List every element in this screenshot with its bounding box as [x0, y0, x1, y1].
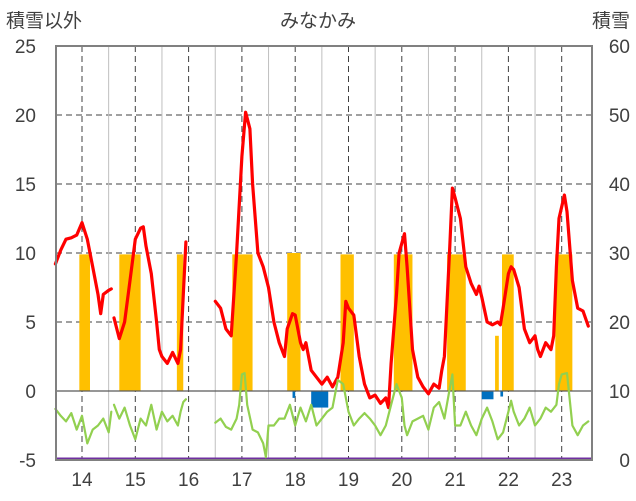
y-right-tick: 30 [609, 244, 630, 265]
axes [55, 45, 593, 461]
y-left-tick: -5 [19, 451, 36, 472]
series-line-red [53, 110, 590, 410]
orange-bar [340, 254, 354, 391]
orange-bar [84, 294, 89, 391]
orange-bar [290, 266, 296, 391]
orange-bar [495, 335, 499, 391]
y-left-label: 積雪以外 [6, 10, 82, 32]
y-right-label: 積雪 [592, 10, 630, 32]
y-left-tick: 25 [15, 37, 36, 58]
x-tick: 22 [498, 470, 519, 491]
y-right-tick: 40 [609, 175, 630, 196]
plot-frame [55, 45, 593, 461]
orange-bar [119, 254, 141, 391]
y-right-tick: 0 [619, 451, 630, 472]
x-tick: 14 [71, 470, 93, 491]
blue-bar [311, 391, 329, 408]
orange-bar [555, 254, 573, 391]
series-line-green [54, 372, 590, 459]
x-tick: 19 [338, 470, 359, 491]
x-tick: 16 [178, 470, 199, 491]
x-tick: 20 [391, 470, 412, 491]
blue-bar [292, 391, 296, 398]
blue-bar [481, 391, 494, 400]
y-right-tick: 50 [609, 106, 630, 127]
y-right-tick: 20 [609, 313, 630, 334]
y-left-tick: 5 [25, 313, 36, 334]
y-left-tick: 0 [25, 382, 36, 403]
x-tick: 23 [551, 470, 572, 491]
tick-labels: -5 0 5 10 15 20 25 0 10 20 30 40 50 60 14 15 16 17 18 19 20 2… [15, 37, 630, 491]
orange-bar [176, 254, 184, 391]
x-tick: 17 [231, 470, 252, 491]
y-left-tick: 15 [15, 175, 36, 196]
bars [79, 253, 573, 408]
orange-bar [79, 254, 90, 391]
orange-bar [564, 294, 570, 391]
y-right-tick: 10 [609, 382, 630, 403]
y-left-tick: 20 [15, 106, 36, 127]
blue-bar [500, 391, 504, 397]
chart-title: みなかみ [280, 10, 356, 32]
orange-bar [502, 254, 514, 391]
x-tick: 15 [125, 470, 146, 491]
y-left-tick: 10 [15, 244, 36, 265]
x-tick: 18 [285, 470, 306, 491]
orange-bar [447, 254, 466, 391]
y-right-tick: 60 [609, 37, 630, 58]
x-tick: 21 [445, 470, 466, 491]
orange-bar [232, 254, 253, 391]
